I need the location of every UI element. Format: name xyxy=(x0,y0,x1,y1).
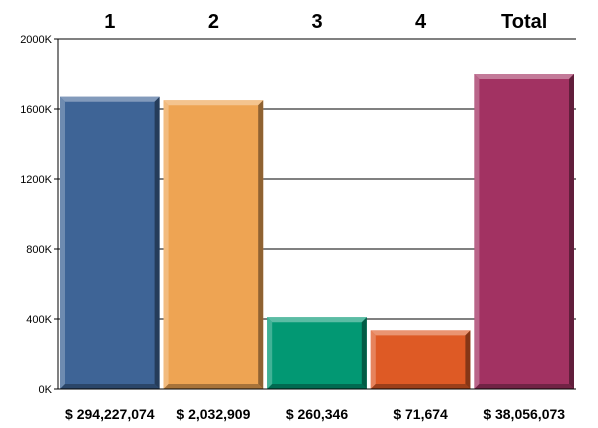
bar-bevel-bottom xyxy=(60,384,160,389)
bar-face xyxy=(370,330,471,389)
bar-bevel-left xyxy=(60,96,65,389)
bar-bevel-right xyxy=(361,317,367,389)
bar-bevel-bottom xyxy=(474,384,574,389)
y-tick-label: 2000K xyxy=(20,34,52,46)
bar-bevel-top xyxy=(267,317,367,323)
category-label: 4 xyxy=(415,11,427,33)
bar-face xyxy=(163,100,264,389)
y-tick-label: 1200K xyxy=(20,174,52,186)
bar-bevel-bottom xyxy=(163,384,264,389)
bar-bevel-top xyxy=(474,74,574,79)
bar-1 xyxy=(60,96,160,389)
y-tick-label: 800K xyxy=(26,244,52,256)
bar-4 xyxy=(370,330,471,389)
bar-face xyxy=(60,96,160,389)
bar-3 xyxy=(267,317,367,389)
bar-amount-label: $ 38,056,073 xyxy=(483,406,565,422)
bar-bevel-right xyxy=(154,96,160,389)
bar-face xyxy=(267,317,367,389)
category-label: Total xyxy=(501,11,547,33)
bar-bevel-left xyxy=(474,74,480,389)
y-tick-label: 0K xyxy=(39,384,53,396)
bar-bevel-right xyxy=(569,74,574,389)
bar-bevel-left xyxy=(267,317,273,389)
bar-bevel-top xyxy=(60,96,160,102)
category-labels: 1 2 3 4 Total xyxy=(104,11,547,33)
category-label: 3 xyxy=(311,11,322,33)
bar-bevel-right xyxy=(465,330,471,389)
bar-amount-label: $ 2,032,909 xyxy=(176,406,250,422)
bar-bevel-left xyxy=(163,100,169,389)
bar-amount-label: $ 294,227,074 xyxy=(65,406,155,422)
bar-bevel-bottom xyxy=(370,384,471,389)
bar-amount-label: $ 260,346 xyxy=(286,406,348,422)
bar-total xyxy=(474,74,574,389)
bar-bevel-left xyxy=(370,330,376,389)
bar-amount-label: $ 71,674 xyxy=(393,406,448,422)
y-axis: 0K 400K 800K 1200K 1600K 2000K xyxy=(20,34,576,396)
bar-bevel-top xyxy=(370,330,471,336)
amount-labels: $ 294,227,074 $ 2,032,909 $ 260,346 $ 71,67… xyxy=(65,406,565,422)
bar-bevel-right xyxy=(258,100,264,389)
y-tick-label: 1600K xyxy=(20,104,52,116)
bar-2 xyxy=(163,100,264,389)
bar-bevel-bottom xyxy=(267,384,367,389)
bars xyxy=(60,74,574,389)
y-tick-label: 400K xyxy=(26,314,52,326)
category-label: 1 xyxy=(104,11,115,33)
category-label: 2 xyxy=(208,11,219,33)
bar-face xyxy=(474,74,574,389)
bar-bevel-top xyxy=(163,100,264,106)
